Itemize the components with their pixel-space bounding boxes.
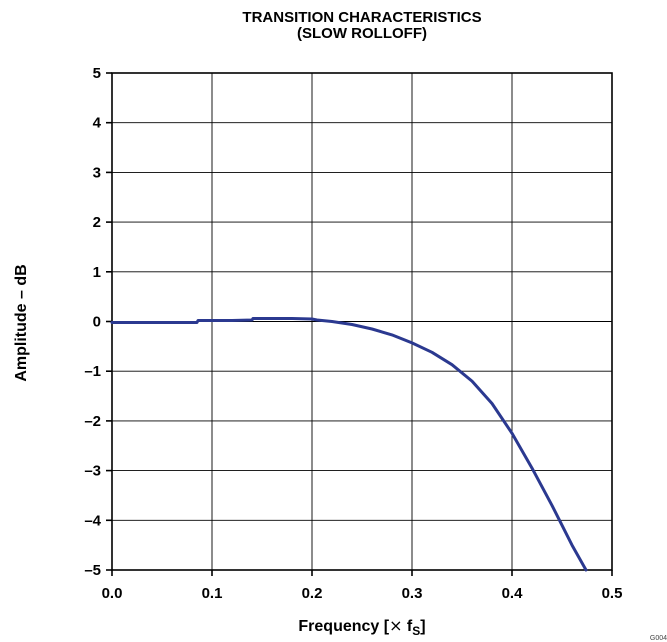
x-axis-title-sub: S (412, 624, 420, 638)
y-tick-label: –2 (84, 413, 101, 430)
y-tick-label: 2 (93, 214, 101, 231)
y-tick-labels: 5 4 3 2 1 0 –1 –2 –3 –4 –5 (84, 65, 101, 579)
x-tick-label: 0.2 (302, 585, 323, 602)
y-tick-label: 4 (93, 115, 102, 132)
y-tick-label: –4 (84, 512, 101, 529)
x-tick-label: 0.0 (102, 585, 123, 602)
y-tick-label: 5 (93, 65, 101, 82)
axis-ticks (106, 72, 613, 576)
y-tick-label: 0 (93, 314, 101, 331)
x-tick-labels: 0.0 0.1 0.2 0.3 0.4 0.5 (102, 585, 623, 602)
y-tick-label: –3 (84, 463, 101, 480)
chart-title-line-1: TRANSITION CHARACTERISTICS (242, 9, 482, 26)
y-axis-title: Amplitude – dB (13, 264, 30, 381)
x-tick-label: 0.5 (602, 585, 623, 602)
x-axis-title-f: f (402, 618, 412, 635)
x-tick-label: 0.1 (202, 585, 223, 602)
figure-code: G004 (649, 635, 667, 642)
y-tick-label: –1 (84, 363, 101, 380)
y-tick-label: 3 (93, 164, 101, 181)
x-tick-label: 0.4 (502, 585, 524, 602)
x-axis-title-times: × (389, 616, 402, 635)
x-axis-title-suffix: ] (420, 618, 425, 635)
y-tick-label: 1 (93, 264, 101, 281)
x-tick-label: 0.3 (402, 585, 423, 602)
chart-title-line-2: (SLOW ROLLOFF) (297, 25, 427, 42)
series-line (110, 317, 588, 572)
x-axis-title: Frequency [× fS] (298, 616, 425, 638)
x-axis-title-prefix: Frequency [ (298, 618, 389, 635)
y-tick-label: –5 (84, 562, 101, 579)
